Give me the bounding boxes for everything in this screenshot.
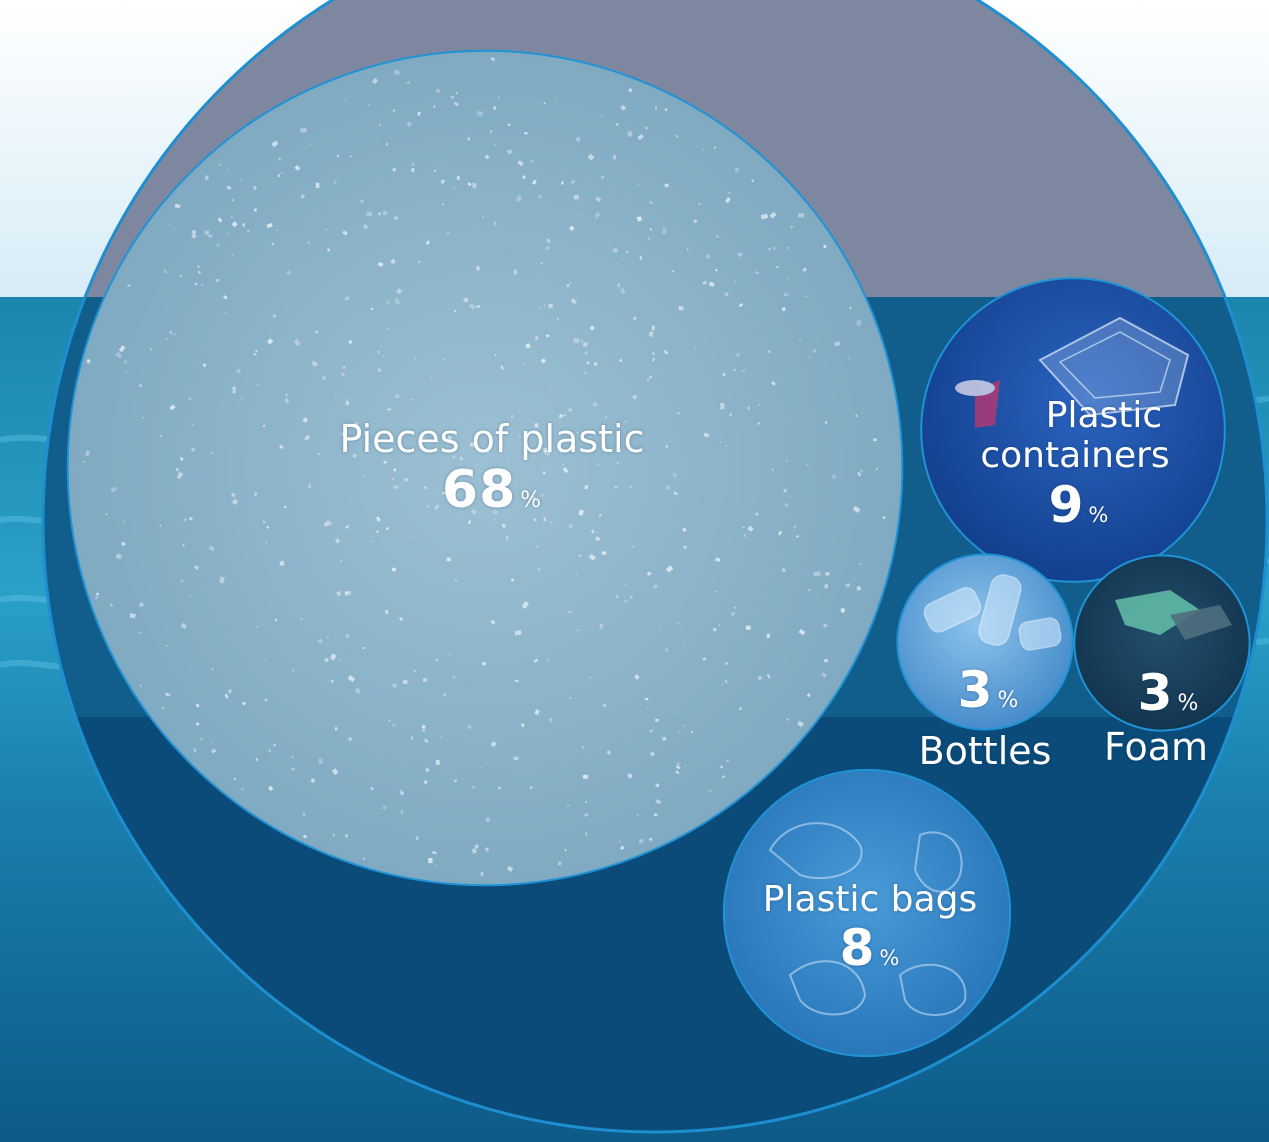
bottles-unit: % [997, 688, 1019, 713]
plastic-containers-unit: % [1088, 502, 1110, 527]
plastic-containers-name-line1: Plastic [1045, 395, 1163, 436]
plastic-containers-name-line2: containers [980, 435, 1170, 477]
plastic-containers-label: Plastic containers 9% [980, 395, 1170, 534]
foam-bubble [1073, 554, 1251, 732]
pieces-of-plastic-bubble [66, 49, 904, 887]
bottles-value-label: 3% [958, 662, 1019, 718]
pieces-of-plastic-name: Pieces of plastic [339, 417, 645, 461]
plastic-container-tray-icon [955, 316, 1190, 428]
bottles-name: Bottles [918, 729, 1052, 773]
pieces-of-plastic-value: 68 [441, 459, 517, 520]
plastic-bags-value: 8 [839, 919, 876, 978]
plastic-bottles-icon [923, 574, 1062, 651]
foam-name: Foam [1103, 725, 1209, 769]
bottles-value: 3 [957, 661, 994, 719]
plastic-bags-icon [768, 822, 967, 1016]
pieces-of-plastic-label: Pieces of plastic 68% [340, 418, 645, 519]
foam-value-label: 3% [1138, 665, 1199, 721]
plastic-bags-unit: % [879, 946, 901, 971]
plastic-fragments-texture [82, 56, 886, 876]
plastic-bags-label: Plastic bags 8% [762, 879, 978, 978]
plastic-containers-value: 9 [1048, 475, 1085, 534]
foam-value: 3 [1137, 664, 1174, 722]
foam-pieces-icon [1115, 590, 1232, 640]
pieces-of-plastic-unit: % [520, 487, 543, 513]
plastic-bags-name: Plastic bags [762, 879, 978, 920]
plastic-bags-bubble [722, 768, 1012, 1058]
plastic-containers-bubble [920, 277, 1226, 583]
foam-unit: % [1177, 691, 1199, 716]
outer-circle-ring [41, 0, 1269, 1134]
